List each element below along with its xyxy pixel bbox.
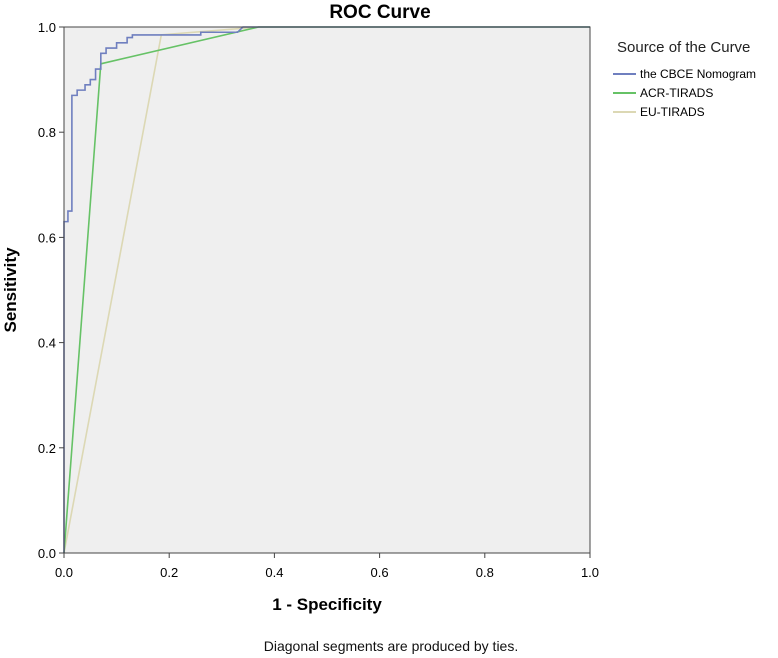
x-tick-label: 0.8: [476, 565, 494, 580]
x-axis-label: 1 - Specificity: [272, 595, 382, 614]
legend-label-2: EU-TIRADS: [640, 105, 705, 119]
series-line-0: [63, 26, 590, 553]
plot-frame: [63, 26, 591, 554]
x-tick-label: 0.0: [55, 565, 73, 580]
chart-title: ROC Curve: [329, 2, 430, 23]
y-tick-label: 0.8: [38, 125, 56, 140]
y-axis-label: Sensitivity: [1, 247, 20, 333]
y-tick-label: 0.6: [38, 230, 56, 245]
ticks-layer: 0.0 0.2 0.4 0.6 0.8 1.0 0.0 0.2 0.4 0.6 0.8 1.0: [38, 20, 599, 580]
legend-title: Source of the Curve: [617, 39, 750, 56]
x-tick-label: 0.6: [371, 565, 389, 580]
footnote: Diagonal segments are produced by ties.: [264, 638, 518, 654]
legend-label-1: ACR-TIRADS: [640, 86, 713, 100]
plot-area: [64, 27, 590, 553]
x-tick-label: 0.2: [160, 565, 178, 580]
legend: Source of the Curve the CBCE Nomogram ACR…: [613, 39, 756, 119]
y-tick-label: 0.2: [38, 441, 56, 456]
legend-items: the CBCE Nomogram ACR-TIRADS EU-TIRADS: [613, 67, 756, 119]
x-tick-label: 1.0: [581, 565, 599, 580]
y-tick-label: 1.0: [38, 20, 56, 35]
legend-label-0: the CBCE Nomogram: [640, 67, 756, 81]
y-tick-label: 0.4: [38, 336, 56, 351]
x-tick-label: 0.4: [265, 565, 283, 580]
y-tick-label: 0.0: [38, 546, 56, 561]
